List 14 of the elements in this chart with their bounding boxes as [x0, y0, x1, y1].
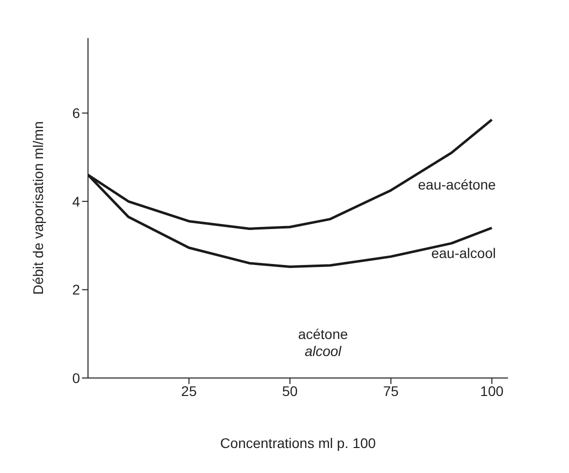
x-axis-title: Concentrations ml p. 100: [220, 434, 376, 451]
x-tick-label: 100: [480, 382, 504, 399]
series-label: eau-alcool: [431, 244, 496, 261]
x-tick-label: 75: [383, 382, 399, 399]
annotation: alcool: [304, 343, 342, 359]
y-tick-label: 4: [72, 193, 80, 210]
x-tick-label: 25: [181, 382, 197, 399]
y-axis-title: Débit de vaporisation ml/mn: [30, 121, 46, 295]
series-label: eau-acétone: [418, 176, 496, 193]
y-tick-label: 2: [72, 282, 80, 298]
x-tick-label: 50: [282, 382, 298, 399]
y-tick-label: 0: [72, 370, 80, 386]
y-tick-label: 6: [72, 105, 80, 122]
annotation: acétone: [297, 326, 349, 342]
